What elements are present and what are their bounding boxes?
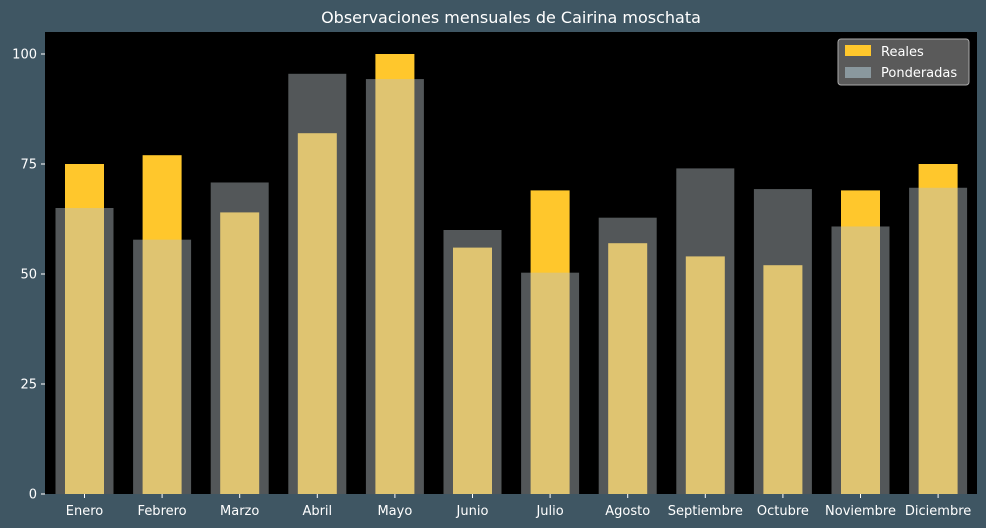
x-tick-label-octubre: Octubre (757, 504, 809, 519)
chart-title: Observaciones mensuales de Cairina mosch… (321, 8, 701, 27)
bar-ponderadas-noviembre (831, 226, 890, 495)
x-tick-label-agosto: Agosto (605, 504, 650, 519)
bar-reales-agosto (608, 243, 648, 494)
x-tick-label-julio: Julio (535, 504, 563, 519)
x-tick-label-abril: Abril (302, 504, 332, 519)
bar-ponderadas-enero (55, 208, 114, 494)
x-tick-label-mayo: Mayo (377, 504, 412, 519)
y-tick-label-0: 0 (29, 488, 37, 503)
legend: Reales Ponderadas (837, 38, 970, 86)
bar-reales-julio (530, 190, 570, 494)
bar-reales-marzo (220, 212, 260, 494)
bar-ponderadas-mayo (365, 79, 424, 494)
bar-reales-junio (453, 247, 492, 494)
plot-area (45, 32, 977, 494)
x-tick-label-septiembre: Septiembre (668, 504, 743, 519)
bar-ponderadas-septiembre (676, 168, 735, 494)
x-tick-label-marzo: Marzo (220, 504, 259, 519)
bar-ponderadas-octubre (753, 189, 812, 494)
bar-reales-octubre (763, 265, 803, 494)
bar-reales-diciembre (918, 164, 958, 494)
y-tick-label-50: 50 (20, 268, 37, 283)
bar-ponderadas-junio (443, 230, 502, 494)
x-tick-label-febrero: Febrero (138, 504, 187, 519)
bar-ponderadas-julio (521, 272, 580, 494)
bar-reales-febrero (142, 155, 182, 494)
series-reales (65, 54, 958, 494)
x-tick-label-noviembre: Noviembre (825, 504, 896, 519)
bar-ponderadas-abril (288, 73, 347, 495)
legend-swatch-reales (845, 45, 871, 56)
y-axis: 0 25 50 75 100 (12, 48, 45, 503)
bar-reales-noviembre (841, 190, 880, 494)
bar-reales-septiembre (685, 256, 725, 494)
y-tick-label-75: 75 (20, 158, 37, 173)
x-tick-label-diciembre: Diciembre (905, 504, 971, 519)
bar-ponderadas-agosto (598, 217, 657, 494)
bar-reales-enero (65, 164, 104, 494)
y-tick-label-25: 25 (20, 378, 37, 393)
bar-reales-abril (297, 133, 337, 494)
y-tick-label-100: 100 (12, 48, 37, 63)
series-ponderadas (55, 73, 968, 495)
legend-swatch-ponderadas (845, 67, 871, 78)
legend-label-ponderadas: Ponderadas (881, 66, 957, 81)
bar-ponderadas-marzo (210, 182, 269, 495)
x-tick-label-junio: Junio (456, 504, 489, 519)
bar-ponderadas-diciembre (909, 187, 968, 494)
x-tick-label-enero: Enero (66, 504, 104, 519)
bar-reales-mayo (375, 54, 415, 494)
bar-ponderadas-febrero (133, 239, 192, 494)
legend-label-reales: Reales (881, 45, 924, 60)
x-axis: Enero Febrero Marzo Abril Mayo Junio Julio Agos… (66, 494, 971, 519)
